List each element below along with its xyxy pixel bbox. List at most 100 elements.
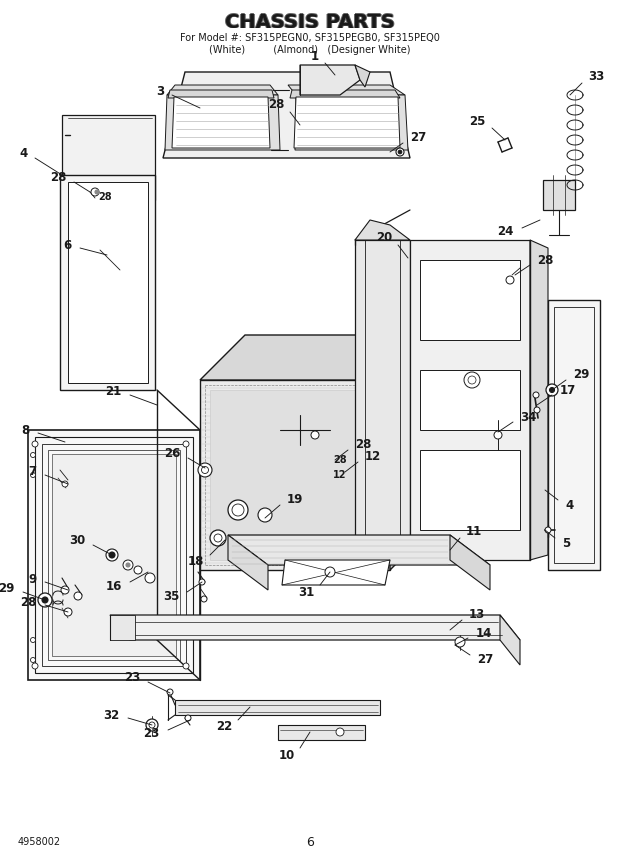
Text: 9: 9 — [29, 573, 37, 586]
Text: 3: 3 — [156, 85, 164, 98]
Text: 12: 12 — [334, 470, 347, 480]
Polygon shape — [28, 430, 200, 680]
Text: 12: 12 — [365, 450, 381, 463]
Polygon shape — [62, 115, 155, 200]
Circle shape — [199, 579, 205, 585]
Circle shape — [494, 431, 502, 439]
Circle shape — [145, 573, 155, 583]
Text: 17: 17 — [559, 383, 576, 396]
Text: 34: 34 — [520, 411, 537, 424]
Circle shape — [183, 663, 189, 669]
Text: CHASSIS PARTS: CHASSIS PARTS — [225, 14, 395, 33]
Text: 28: 28 — [333, 455, 347, 465]
Circle shape — [106, 549, 118, 561]
Circle shape — [30, 473, 35, 478]
Polygon shape — [282, 560, 390, 585]
Text: CHASSIS PARTS: CHASSIS PARTS — [224, 13, 394, 32]
Circle shape — [123, 560, 133, 570]
Circle shape — [167, 689, 173, 695]
Circle shape — [38, 593, 52, 607]
Polygon shape — [355, 220, 410, 240]
Text: 28: 28 — [50, 170, 66, 184]
Polygon shape — [175, 700, 380, 715]
Text: 27: 27 — [410, 131, 427, 145]
Polygon shape — [290, 90, 400, 98]
Polygon shape — [168, 90, 274, 98]
Circle shape — [398, 150, 402, 154]
Circle shape — [30, 657, 35, 663]
Circle shape — [30, 638, 35, 643]
Text: 32: 32 — [103, 709, 120, 722]
Polygon shape — [420, 260, 520, 340]
Circle shape — [126, 563, 130, 567]
Circle shape — [311, 431, 319, 439]
Circle shape — [146, 719, 158, 731]
Polygon shape — [200, 380, 390, 570]
Circle shape — [228, 500, 248, 520]
Circle shape — [201, 596, 207, 602]
Text: 22: 22 — [216, 720, 232, 733]
Text: 5: 5 — [562, 537, 570, 550]
Text: 23: 23 — [124, 671, 140, 685]
Polygon shape — [68, 182, 148, 383]
Circle shape — [210, 530, 226, 546]
Text: 11: 11 — [466, 525, 482, 538]
Text: 35: 35 — [163, 591, 180, 603]
Polygon shape — [355, 65, 370, 87]
Text: 7: 7 — [29, 465, 37, 479]
Text: (White)         (Almond)   (Designer White): (White) (Almond) (Designer White) — [210, 45, 410, 55]
Circle shape — [545, 527, 551, 533]
Circle shape — [549, 388, 554, 393]
Polygon shape — [530, 240, 548, 560]
Text: 21: 21 — [105, 385, 122, 398]
Text: 25: 25 — [469, 116, 485, 128]
Polygon shape — [295, 95, 408, 150]
Polygon shape — [228, 535, 490, 565]
Text: CHASSIS PARTS: CHASSIS PARTS — [225, 13, 395, 32]
Text: 16: 16 — [106, 580, 122, 593]
Text: eReplacementParts.com: eReplacementParts.com — [234, 424, 386, 437]
Text: 28: 28 — [98, 192, 112, 202]
Circle shape — [325, 567, 335, 577]
Polygon shape — [294, 97, 400, 148]
Text: 28: 28 — [268, 98, 285, 111]
Text: 8: 8 — [21, 424, 30, 437]
Circle shape — [464, 372, 480, 388]
Polygon shape — [110, 615, 520, 640]
Text: 28: 28 — [355, 438, 371, 451]
Circle shape — [546, 384, 558, 396]
Polygon shape — [390, 335, 435, 570]
Text: 20: 20 — [376, 231, 392, 244]
Text: 29: 29 — [574, 368, 590, 381]
Polygon shape — [210, 390, 380, 560]
Text: 29: 29 — [0, 582, 14, 596]
Text: 1: 1 — [311, 50, 319, 62]
Circle shape — [396, 148, 404, 156]
Polygon shape — [167, 85, 278, 95]
Text: 28: 28 — [538, 253, 554, 266]
Circle shape — [455, 637, 465, 647]
Text: 27: 27 — [477, 653, 494, 667]
Polygon shape — [355, 240, 410, 560]
Polygon shape — [52, 454, 176, 656]
Polygon shape — [543, 180, 575, 210]
Polygon shape — [548, 300, 600, 570]
Polygon shape — [410, 240, 530, 560]
Text: 14: 14 — [476, 627, 492, 640]
Text: 26: 26 — [164, 447, 180, 460]
Circle shape — [185, 715, 191, 721]
Text: 23: 23 — [144, 728, 160, 740]
Text: 24: 24 — [497, 225, 514, 238]
Circle shape — [95, 190, 99, 194]
Text: 18: 18 — [187, 555, 203, 568]
Polygon shape — [288, 85, 405, 95]
Polygon shape — [420, 450, 520, 530]
Circle shape — [61, 586, 69, 594]
Text: 28: 28 — [20, 596, 37, 609]
Text: 13: 13 — [469, 608, 485, 621]
Text: 6: 6 — [306, 835, 314, 848]
Circle shape — [64, 608, 72, 616]
Polygon shape — [300, 65, 360, 95]
Circle shape — [336, 728, 344, 736]
Text: 33: 33 — [588, 70, 604, 83]
